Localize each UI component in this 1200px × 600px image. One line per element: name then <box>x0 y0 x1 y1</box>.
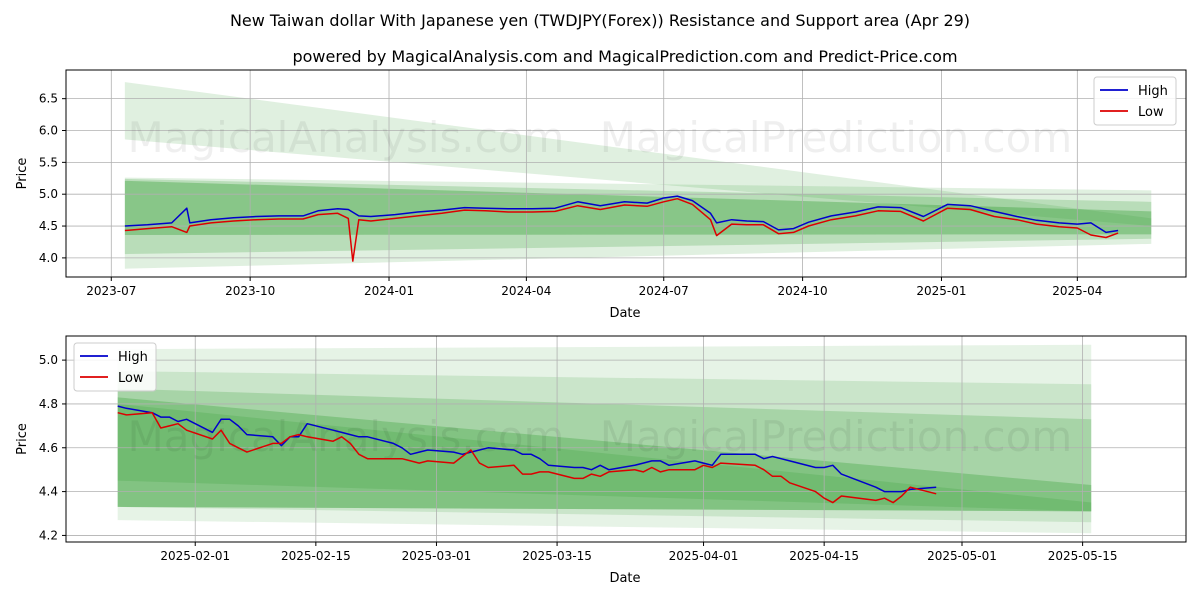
x-tick-label: 2025-03-01 <box>402 549 472 563</box>
y-tick-label: 4.0 <box>39 251 58 265</box>
legend-box <box>1093 76 1177 126</box>
band-2 <box>117 388 1092 512</box>
y-tick-label: 5.5 <box>39 155 58 169</box>
y-tick-label: 4.5 <box>39 219 58 233</box>
y-tick-label: 6.0 <box>39 124 58 138</box>
x-tick-label: 2025-01 <box>916 284 966 298</box>
x-tick-label: 2025-02-15 <box>281 549 351 563</box>
series-line-low <box>124 197 1119 262</box>
y-axis-label: Price <box>15 423 30 455</box>
y-tick-label: 5.0 <box>39 353 58 367</box>
series-line-high <box>117 405 937 493</box>
x-tick-label: 2025-05-15 <box>1048 549 1118 563</box>
band-4 <box>117 403 1092 512</box>
band-0 <box>117 344 1092 534</box>
watermark-text: MagicalPrediction.com <box>600 412 1073 461</box>
legend-label-low: Low <box>118 371 144 386</box>
legend-label-low: Low <box>1138 105 1164 120</box>
x-tick-label: 2023-07 <box>86 284 136 298</box>
y-tick-label: 4.2 <box>39 528 58 542</box>
tick-labels: 2023-07 2023-10 2024-01 2024-04 2024-07 2024-… <box>39 92 1102 298</box>
x-tick-label: 2025-04-01 <box>669 549 739 563</box>
band-0 <box>124 82 1152 227</box>
band-1 <box>124 177 1152 269</box>
x-tick-label: 2025-05-01 <box>927 549 997 563</box>
legend: High Low <box>73 342 157 392</box>
x-tick-label: 2025-04-15 <box>789 549 859 563</box>
axes-frame <box>65 335 1187 543</box>
y-tick-label: 5.0 <box>39 187 58 201</box>
watermark-text: MagicalPrediction.com <box>600 113 1073 162</box>
x-axis-label: Date <box>609 571 640 586</box>
legend-box <box>73 342 157 392</box>
x-tick-label: 2024-04 <box>501 284 551 298</box>
tick-labels: 2025-02-01 2025-02-15 2025-03-01 2025-03-15… <box>39 353 1118 563</box>
band-3 <box>117 397 1092 512</box>
x-tick-label: 2025-04 <box>1052 284 1102 298</box>
series-line-high <box>124 195 1119 234</box>
bottom-panel: MagicalAnalysis.com MagicalPrediction.com… <box>15 335 1187 586</box>
x-tick-label: 2024-07 <box>639 284 689 298</box>
chart-title: New Taiwan dollar With Japanese yen (TWD… <box>230 11 970 30</box>
legend: High Low <box>1093 76 1177 126</box>
legend-label-high: High <box>118 350 148 365</box>
series-lines <box>124 195 1119 262</box>
series-lines <box>117 405 937 504</box>
x-tick-label: 2023-10 <box>225 284 275 298</box>
x-tick-label: 2024-10 <box>778 284 828 298</box>
y-tick-label: 4.4 <box>39 485 58 499</box>
y-tick-label: 4.6 <box>39 441 58 455</box>
support-resistance-bands <box>124 82 1152 269</box>
x-tick-label: 2025-02-01 <box>160 549 230 563</box>
x-axis-label: Date <box>609 306 640 321</box>
support-resistance-bands <box>117 344 1092 534</box>
watermark-text: MagicalAnalysis.com <box>128 412 565 461</box>
legend-label-high: High <box>1138 84 1168 99</box>
axes-frame <box>65 69 1187 278</box>
series-line-low <box>117 411 937 504</box>
band-1 <box>117 371 1092 523</box>
y-axis-label: Price <box>15 158 30 190</box>
x-tick-label: 2025-03-15 <box>522 549 592 563</box>
y-tick-label: 6.5 <box>39 92 58 106</box>
band-2 <box>124 178 1152 255</box>
watermark-text: MagicalAnalysis.com <box>128 113 565 162</box>
x-tick-label: 2024-01 <box>364 284 414 298</box>
y-tick-label: 4.8 <box>39 397 58 411</box>
top-panel: MagicalAnalysis.com MagicalPrediction.com… <box>15 69 1187 321</box>
chart-subtitle: powered by MagicalAnalysis.com and Magic… <box>292 47 957 66</box>
grid <box>66 70 1186 277</box>
